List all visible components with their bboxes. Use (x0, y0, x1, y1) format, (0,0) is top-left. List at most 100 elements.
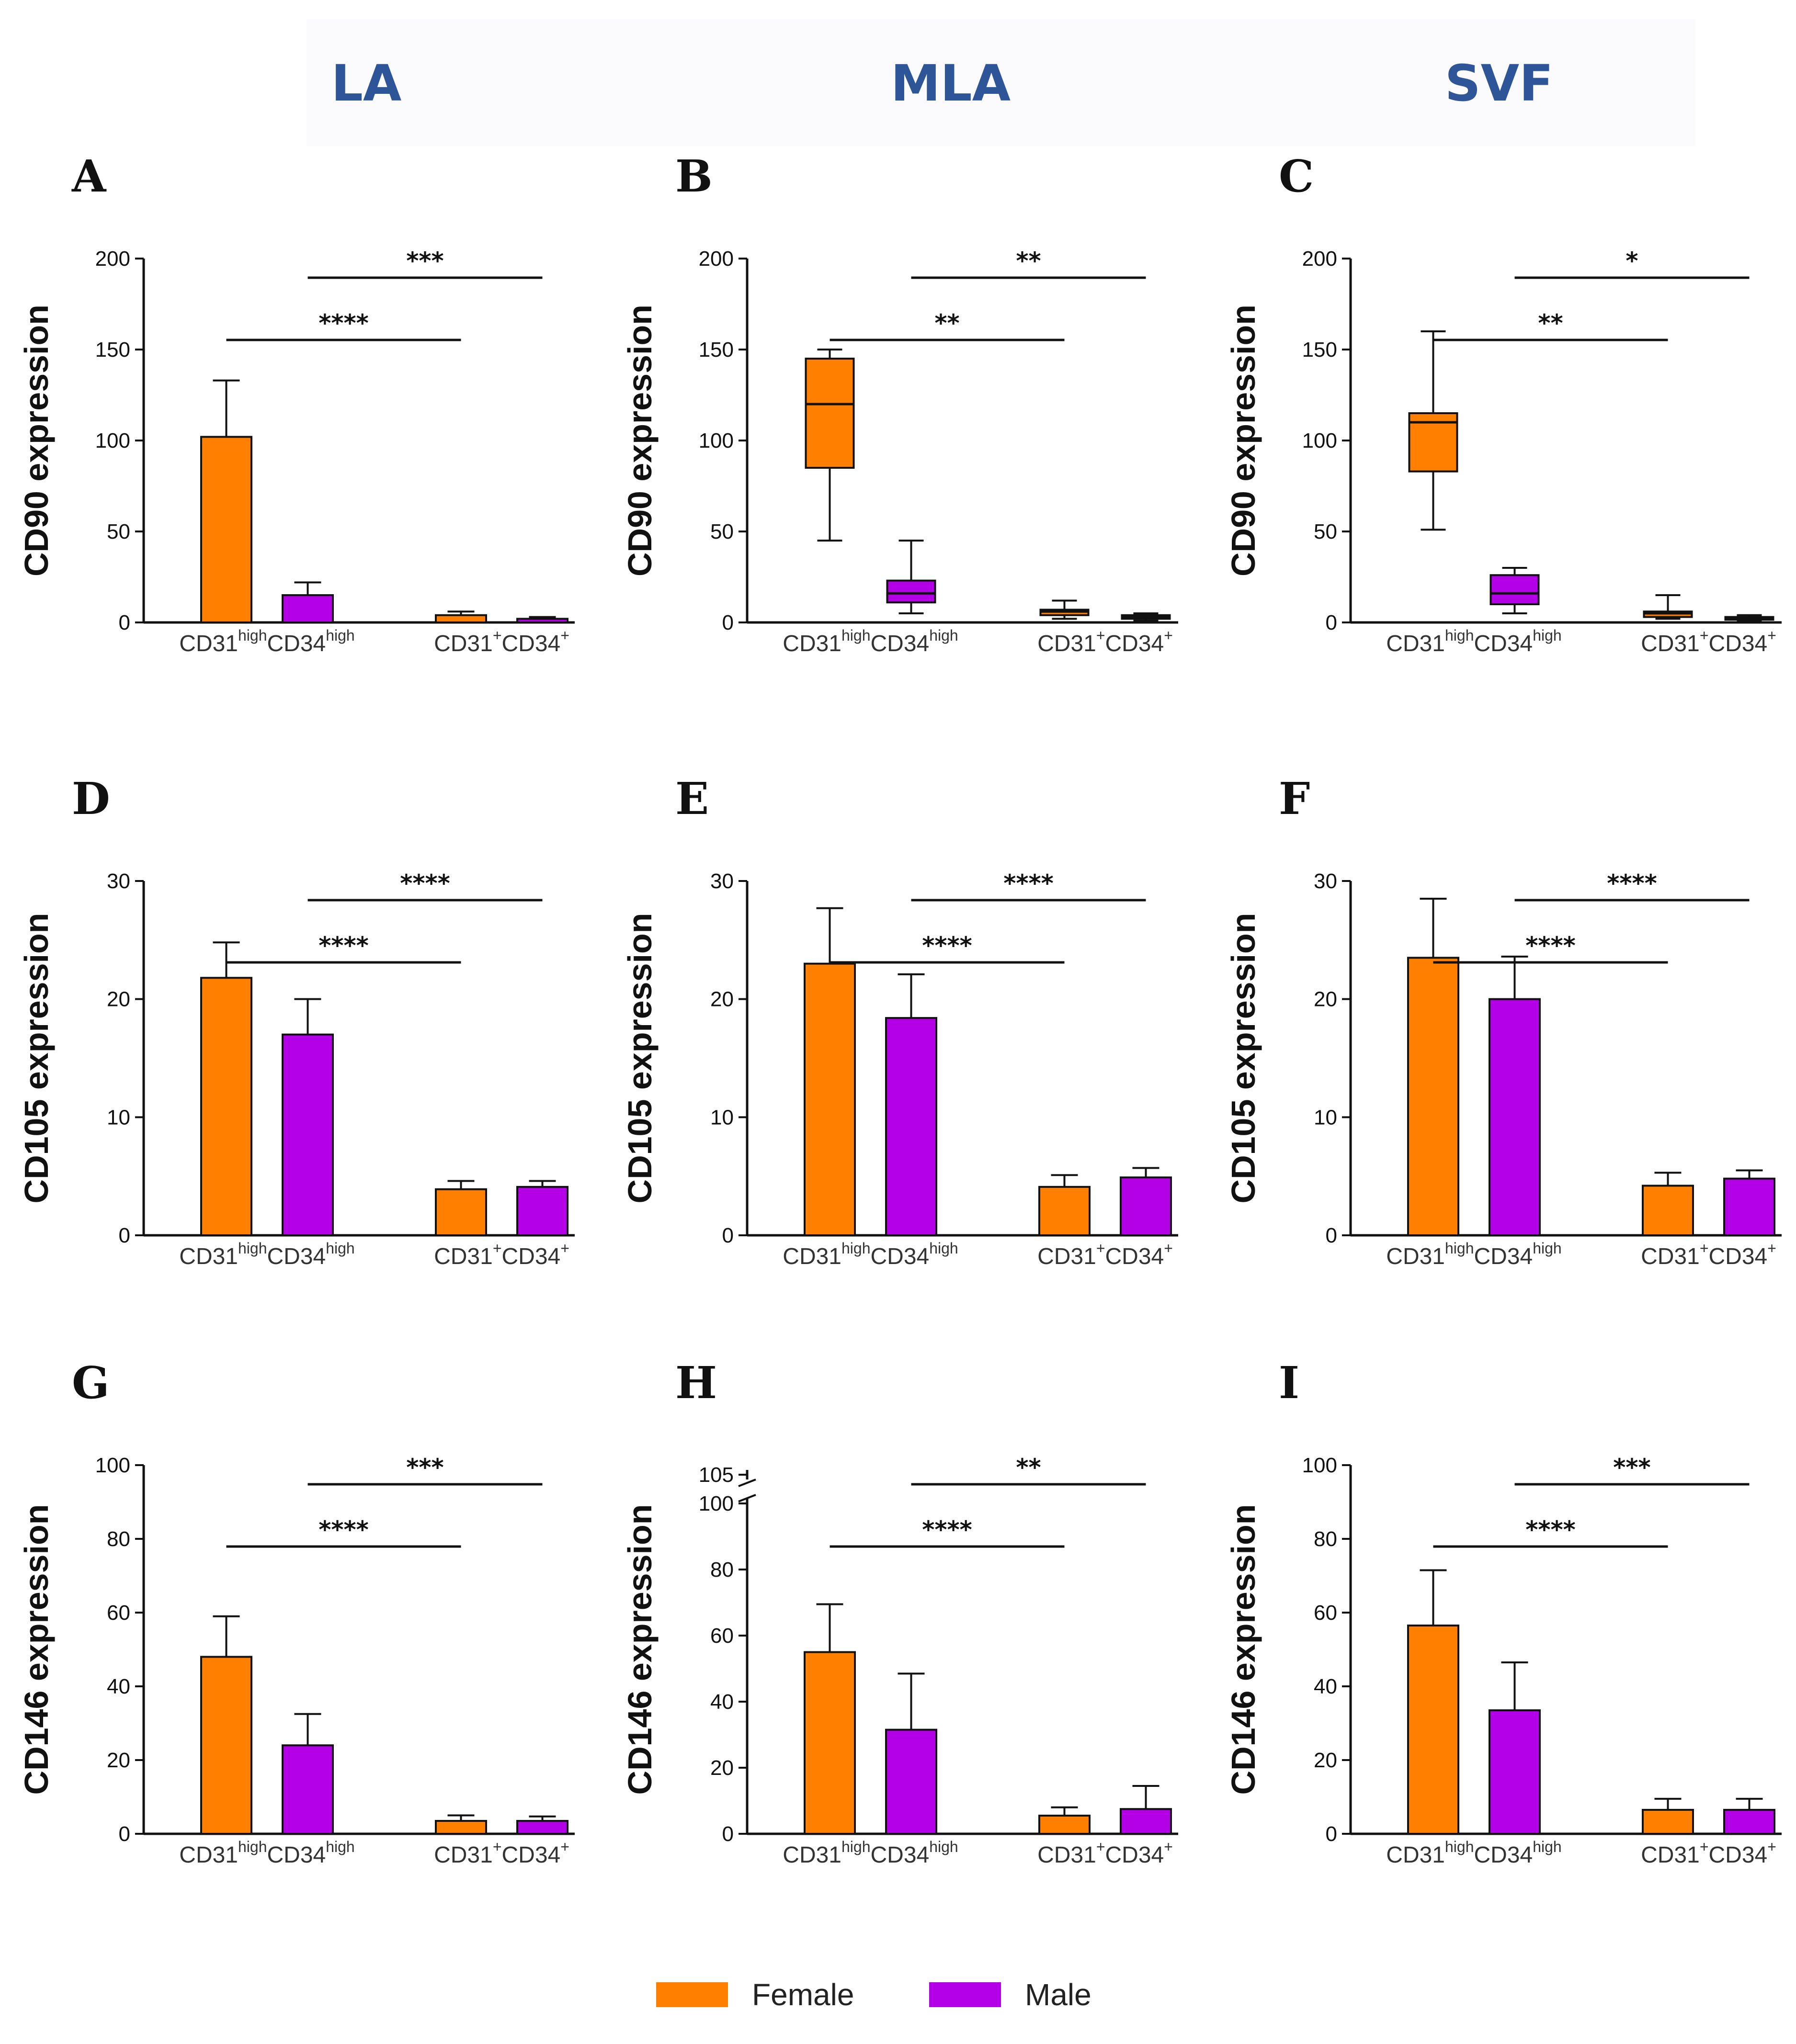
y-tick-label: 20 (1314, 1749, 1337, 1772)
bar-female (200, 1656, 252, 1835)
x-tick-label: CD31+CD34+ (1037, 1838, 1173, 1868)
column-title-header: LA MLA SVF (307, 19, 1695, 146)
x-tick-label: CD31+CD34+ (1037, 627, 1173, 656)
x-tick-label: CD31highCD34high (783, 627, 958, 656)
y-tick-label: 30 (107, 870, 130, 893)
y-tick-label: 30 (710, 870, 734, 893)
legend: Female Male (656, 1977, 1091, 2012)
header-background (307, 19, 1695, 146)
y-tick-label: 50 (710, 520, 734, 543)
y-axis-label: CD146 expression (1225, 1504, 1262, 1795)
y-axis-label: CD105 expression (18, 913, 55, 1204)
y-tick-label: 0 (722, 611, 734, 634)
bar-female (804, 1651, 856, 1835)
y-tick-label: 0 (119, 611, 130, 634)
bar-female (435, 1820, 487, 1835)
y-tick-label: 20 (1314, 988, 1337, 1011)
x-tick-label: CD31+CD34+ (434, 1240, 569, 1269)
x-tick-label: CD31highCD34high (1386, 1240, 1561, 1269)
bar-male (1489, 1709, 1541, 1835)
x-category-label: CD31highCD34high (1386, 1838, 1561, 1868)
y-tick-label: 20 (710, 1756, 734, 1780)
bar-male (885, 1017, 937, 1236)
column-title-la: LA (331, 54, 402, 113)
y-tick-label: 100 (95, 1454, 130, 1477)
bar-female (200, 436, 252, 624)
y-tick-label: 0 (1326, 611, 1337, 634)
x-category-label: CD31+CD34+ (434, 1838, 569, 1868)
significance-label: ** (1016, 1454, 1041, 1481)
y-axis-label: CD105 expression (1225, 913, 1262, 1204)
significance-label: **** (318, 309, 369, 337)
significance-label: **** (1525, 1516, 1576, 1544)
legend-swatch-male (929, 1982, 1001, 2007)
x-tick-label: CD31+CD34+ (1037, 1240, 1173, 1269)
bar-male (1723, 1808, 1775, 1835)
x-category-label: CD31highCD34high (783, 627, 958, 656)
bar-female (1642, 1185, 1694, 1236)
x-category-label: CD31highCD34high (179, 627, 354, 656)
x-category-label: CD31+CD34+ (1037, 1240, 1173, 1269)
y-tick-label: 80 (1314, 1527, 1337, 1551)
panel-h: H CD146 expression 0 20 40 60 80 100 105 CD31high… (621, 1357, 1178, 1868)
y-axis-label: CD146 expression (18, 1504, 55, 1795)
legend-label-male: Male (1025, 1977, 1091, 2012)
x-tick-label: CD31highCD34high (179, 1838, 354, 1868)
y-tick-label: 40 (1314, 1675, 1337, 1698)
bar-male (885, 1728, 937, 1835)
x-category-label: CD31highCD34high (1386, 627, 1561, 656)
bar-male (1120, 1176, 1172, 1236)
x-tick-label: CD31+CD34+ (1641, 1838, 1776, 1868)
y-tick-label: 105 (699, 1463, 734, 1487)
x-category-label: CD31highCD34high (179, 1838, 354, 1868)
x-category-label: CD31+CD34+ (434, 627, 569, 656)
y-tick-label: 80 (710, 1558, 734, 1581)
y-tick-label: 150 (1302, 338, 1337, 361)
y-axis-label: CD90 expression (18, 305, 55, 576)
x-category-label: CD31highCD34high (783, 1838, 958, 1868)
x-category-label: CD31+CD34+ (1037, 627, 1173, 656)
y-tick-label: 200 (95, 247, 130, 271)
x-tick-label: CD31+CD34+ (434, 1838, 569, 1868)
y-tick-label: 60 (1314, 1601, 1337, 1625)
x-category-label: CD31+CD34+ (1641, 1240, 1776, 1269)
y-tick-label: 10 (107, 1106, 130, 1129)
legend-label-female: Female (752, 1977, 854, 2012)
significance-label: *** (406, 1454, 443, 1481)
box-male (1489, 574, 1540, 605)
panel-a: A CD90 expression 0 50 100 150 200 CD31highCD34… (18, 150, 575, 656)
bar-female (1642, 1808, 1694, 1835)
x-tick-label: CD31+CD34+ (1641, 627, 1776, 656)
bar-male (1723, 1177, 1775, 1237)
bar-male (516, 1186, 568, 1237)
significance-label: *** (406, 247, 443, 275)
y-tick-label: 150 (699, 338, 734, 361)
y-tick-label: 10 (710, 1106, 734, 1129)
y-tick-label: 0 (119, 1224, 130, 1247)
bar-male (516, 1820, 568, 1835)
bar-male (282, 1033, 334, 1237)
bar-female (1407, 1624, 1459, 1835)
y-tick-label: 0 (722, 1822, 734, 1846)
x-category-label: CD31highCD34high (179, 1240, 354, 1269)
y-tick-label: 100 (1302, 429, 1337, 452)
significance-label: ** (934, 309, 959, 337)
y-tick-label: 200 (699, 247, 734, 271)
y-tick-label: 40 (710, 1690, 734, 1714)
y-axis-label: CD90 expression (1225, 305, 1262, 576)
significance-label: **** (1607, 870, 1657, 897)
panel-letter-c: C (1279, 150, 1314, 202)
y-tick-label: 100 (699, 1492, 734, 1515)
y-axis-label: CD146 expression (621, 1504, 659, 1795)
bar-male (516, 618, 568, 624)
y-axis-label: CD90 expression (621, 305, 659, 576)
box-male (886, 579, 936, 604)
legend-swatch-female (656, 1982, 728, 2007)
significance-label: ** (1016, 247, 1041, 275)
x-category-label: CD31highCD34high (1386, 1240, 1561, 1269)
bar-female (1038, 1186, 1091, 1237)
panel-g: G CD146 expression 0 20 40 60 80 100 CD31highCD3… (18, 1357, 575, 1868)
significance-label: **** (400, 870, 450, 897)
